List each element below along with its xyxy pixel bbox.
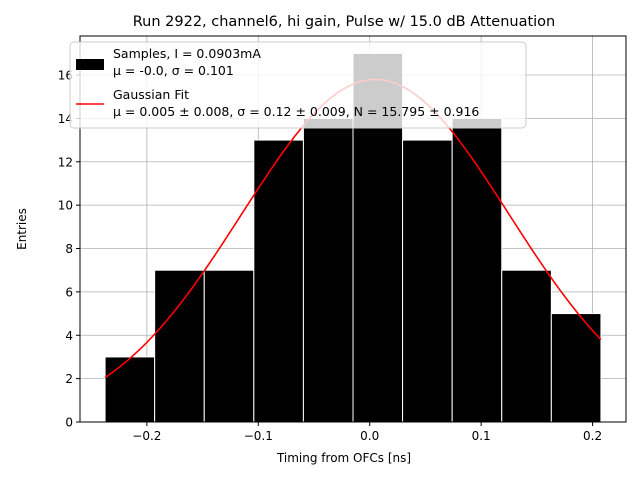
- legend-stats-samples: μ = -0.0, σ = 0.101: [113, 63, 234, 78]
- chart-title: Run 2922, channel6, hi gain, Pulse w/ 15…: [133, 14, 556, 30]
- histogram-bar: [104, 356, 156, 423]
- y-axis-label: Entries: [15, 208, 29, 250]
- legend-box: [69, 41, 527, 129]
- histogram-bar: [302, 117, 354, 423]
- histogram-bar: [154, 269, 205, 423]
- y-tick-label: 2: [65, 372, 73, 386]
- x-axis-label: Timing from OFCs [ns]: [276, 451, 411, 465]
- histogram-bar: [451, 117, 503, 423]
- x-axis-ticks: −0.2 −0.1 0.0 0.1 0.2: [132, 422, 602, 443]
- histogram-bar: [402, 139, 453, 423]
- x-tick-label: 0.0: [360, 429, 379, 443]
- y-axis-ticks: 0 2 4 6 8 10 12 14 16: [58, 69, 80, 430]
- y-tick-label: 8: [65, 242, 73, 256]
- y-tick-label: 4: [65, 329, 73, 343]
- y-tick-label: 14: [58, 112, 73, 126]
- legend: Samples, I = 0.0903mA μ = -0.0, σ = 0.10…: [69, 41, 527, 129]
- plot-area-frame: [79, 35, 627, 423]
- y-tick-label: 10: [58, 199, 73, 213]
- x-tick-label: −0.1: [244, 429, 273, 443]
- x-tick-label: −0.2: [132, 429, 161, 443]
- histogram-bar: [253, 139, 304, 423]
- histogram-bar: [203, 269, 255, 423]
- histogram-bar: [550, 313, 602, 423]
- legend-label-samples: Samples, I = 0.0903mA: [113, 46, 261, 61]
- legend-swatch-samples: [76, 59, 104, 70]
- legend-label-fit: Gaussian Fit: [113, 87, 189, 102]
- y-tick-label: 12: [58, 155, 73, 169]
- y-tick-label: 0: [65, 416, 73, 430]
- y-tick-label: 16: [58, 69, 73, 83]
- x-tick-label: 0.1: [472, 429, 491, 443]
- y-tick-label: 6: [65, 285, 73, 299]
- histogram-bar: [501, 269, 552, 423]
- x-tick-label: 0.2: [583, 429, 602, 443]
- legend-stats-fit: μ = 0.005 ± 0.008, σ = 0.12 ± 0.009, N =…: [113, 104, 479, 119]
